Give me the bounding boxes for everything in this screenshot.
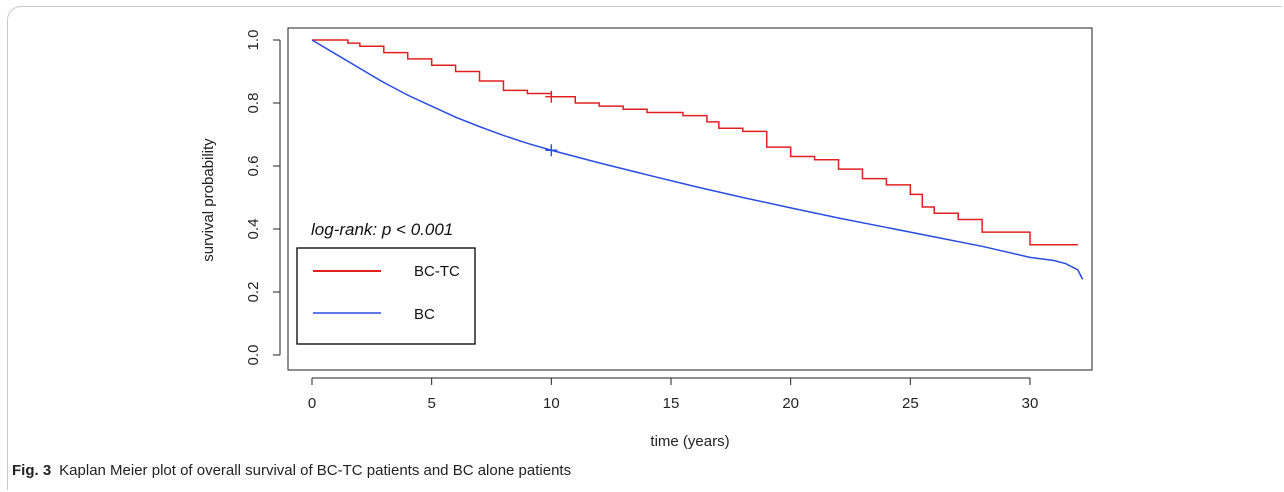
caption-text: Kaplan Meier plot of overall survival of… [59,462,572,479]
x-axis-title: time (years) [650,433,729,450]
y-tick-label: 0.8 [245,93,262,114]
y-tick-label: 1.0 [245,30,262,51]
x-tick-label: 30 [1022,395,1039,412]
y-tick-label: 0.6 [245,156,262,177]
censor-mark-bc [545,144,558,157]
legend-label-bc-tc: BC-TC [414,263,460,280]
y-tick-label: 0.2 [245,282,262,303]
y-axis-title: survival probability [200,138,217,262]
x-tick-label: 5 [427,395,435,412]
series-line-bc [311,39,1084,280]
x-tick-label: 15 [663,395,680,412]
series-line-bc-tc [312,39,1078,246]
x-tick-label: 0 [308,395,316,412]
y-tick-label: 0.4 [245,219,262,240]
x-tick-label: 25 [902,395,919,412]
x-tick-label: 10 [543,395,560,412]
series-layer [311,39,1084,280]
censor-mark-bc-tc [545,90,558,103]
legend-label-bc: BC [414,306,435,323]
legend-box [296,247,476,345]
x-tick-label: 20 [782,395,799,412]
figure-frame [7,6,1282,490]
logrank-annotation: log-rank: p < 0.001 [311,220,453,239]
figure-caption: Fig. 3 Kaplan Meier plot of overall survi… [12,462,571,479]
legend: BC-TC BC [296,247,476,345]
plot-area [287,27,1093,371]
figure-label: Fig. 3 [12,462,52,479]
kaplan-meier-chart: 0 5 10 15 20 25 30 0.0 0.2 0.4 0.6 0.8 1.0 time (ye… [200,27,1093,450]
x-axis: 0 5 10 15 20 25 30 [308,377,1039,412]
y-axis: 0.0 0.2 0.4 0.6 0.8 1.0 [245,30,281,366]
y-tick-label: 0.0 [245,345,262,366]
